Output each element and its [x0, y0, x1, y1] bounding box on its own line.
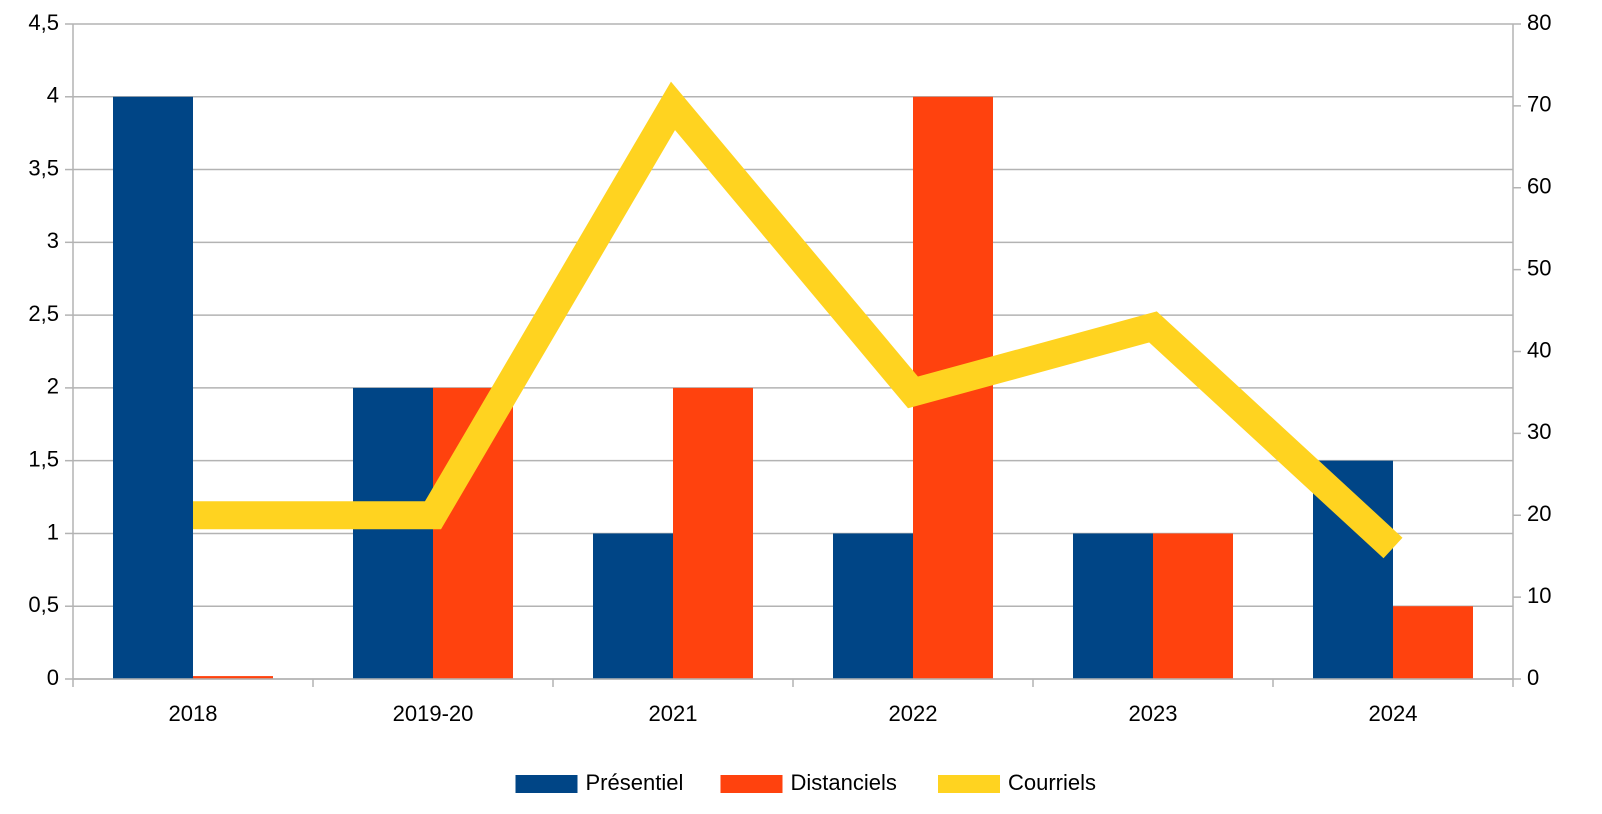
bar: [593, 533, 673, 679]
y2-tick-label: 20: [1527, 501, 1551, 526]
x-tick-label: 2018: [169, 701, 218, 726]
legend-label: Présentiel: [586, 770, 684, 795]
bar: [1393, 606, 1473, 679]
bar: [673, 387, 753, 679]
legend-swatch: [515, 775, 578, 793]
y2-tick-label: 10: [1527, 583, 1551, 608]
y2-tick-label: 0: [1527, 665, 1539, 690]
y2-tick-label: 50: [1527, 255, 1551, 280]
bar: [1073, 533, 1153, 679]
y2-tick-label: 40: [1527, 337, 1551, 362]
y-tick-label: 0: [47, 665, 59, 690]
legend-label: Courriels: [1008, 770, 1096, 795]
y-tick-label: 3: [47, 228, 59, 253]
y2-tick-label: 80: [1527, 10, 1551, 35]
x-tick-label: 2021: [649, 701, 698, 726]
y-tick-label: 2,5: [28, 301, 59, 326]
y-tick-label: 3,5: [28, 155, 59, 180]
legend-label: Distanciels: [791, 770, 897, 795]
y2-tick-label: 30: [1527, 419, 1551, 444]
bar: [193, 676, 273, 679]
x-tick-label: 2024: [1369, 701, 1418, 726]
y-tick-label: 4,5: [28, 10, 59, 35]
y-tick-label: 1: [47, 519, 59, 544]
line: [193, 81, 1403, 559]
bar: [353, 387, 433, 679]
y-tick-label: 1,5: [28, 446, 59, 471]
x-tick-label: 2022: [889, 701, 938, 726]
y-tick-label: 4: [47, 83, 59, 108]
y-tick-label: 2: [47, 374, 59, 399]
bar: [1153, 533, 1233, 679]
bar: [113, 96, 193, 680]
x-tick-label: 2023: [1129, 701, 1178, 726]
legend-swatch: [720, 775, 783, 793]
y2-tick-label: 60: [1527, 174, 1551, 199]
x-tick-label: 2019-20: [393, 701, 474, 726]
y2-tick-label: 70: [1527, 92, 1551, 117]
legend-swatch: [938, 775, 1000, 793]
bar: [833, 533, 913, 679]
y-tick-label: 0,5: [28, 592, 59, 617]
